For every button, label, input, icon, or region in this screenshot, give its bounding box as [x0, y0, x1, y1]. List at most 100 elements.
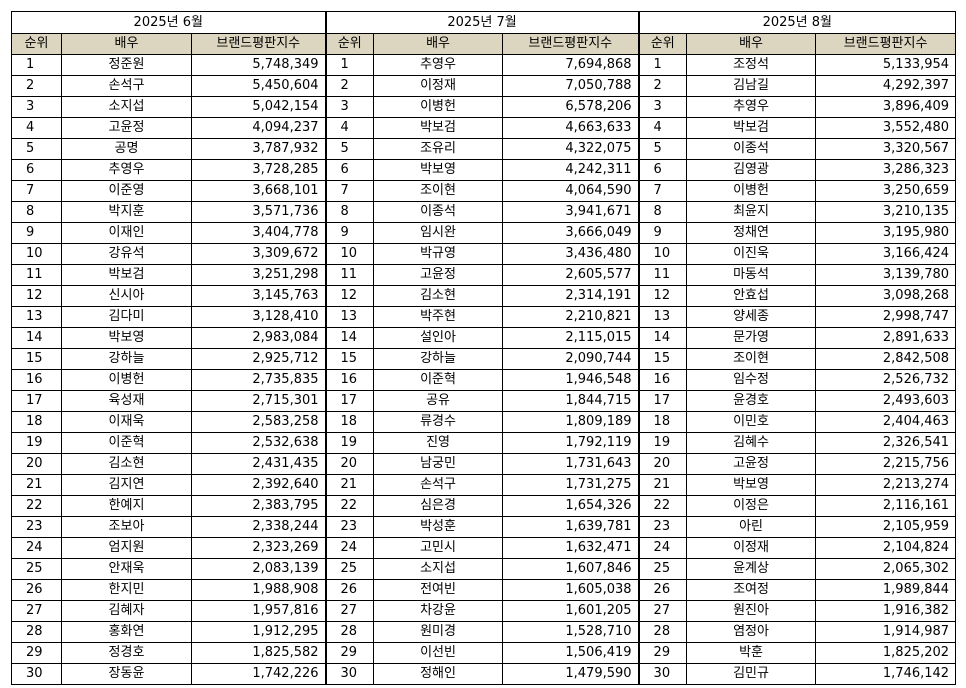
august-rank-cell: 30	[637, 663, 688, 685]
june-actor-cell: 이재욱	[61, 411, 192, 433]
june-rank-cell: 3	[11, 96, 62, 118]
july-rank-cell: 9	[324, 222, 375, 244]
june-actor-cell: 박보검	[61, 264, 192, 286]
july-rank-cell: 19	[324, 432, 375, 454]
july-index-cell: 2,090,744	[502, 348, 640, 370]
august-actor-cell: 이종석	[686, 138, 817, 160]
august-index-cell: 1,916,382	[815, 600, 957, 622]
august-actor-cell: 조여정	[686, 579, 817, 601]
table-row: 2 손석구 5,450,604 2 이정재 7,050,788 2 김남길 4,292,397	[11, 75, 957, 97]
june-rank-cell: 2	[11, 75, 62, 97]
july-index-cell: 1,528,710	[502, 621, 640, 643]
july-actor-cell: 원미경	[373, 621, 504, 643]
table-row: 5 공명 3,787,932 5 조유리 4,322,075 5 이종석 3,320,567	[11, 138, 957, 160]
table-row: 13 김다미 3,128,410 13 박주현 2,210,821 13 양세종 2,998,7…	[11, 306, 957, 328]
june-actor-cell: 한예지	[61, 495, 192, 517]
table-row: 22 한예지 2,383,795 22 심은경 1,654,326 22 이정은 2,116,1…	[11, 495, 957, 517]
july-rank-cell: 8	[324, 201, 375, 223]
june-rank-cell: 1	[11, 54, 62, 76]
table-row: 11 박보검 3,251,298 11 고윤정 2,605,577 11 마동석 3,139,7…	[11, 264, 957, 286]
june-rank-cell: 24	[11, 537, 62, 559]
july-actor-cell: 박보검	[373, 117, 504, 139]
june-index-cell: 2,338,244	[190, 516, 327, 538]
july-actor-cell: 이정재	[373, 75, 504, 97]
table-row: 29 정경호 1,825,582 29 이선빈 1,506,419 29 박훈 1,825,20…	[11, 642, 957, 664]
june-index-cell: 1,957,816	[190, 600, 327, 622]
july-index-cell: 1,844,715	[502, 390, 640, 412]
august-rank-cell: 7	[637, 180, 688, 202]
august-index-cell: 2,998,747	[815, 306, 957, 328]
august-actor-cell: 고윤정	[686, 453, 817, 475]
table-row: 25 안재욱 2,083,139 25 소지섭 1,607,846 25 윤계상 2,065,3…	[11, 558, 957, 580]
june-rank-cell: 12	[11, 285, 62, 307]
july-rank-cell: 18	[324, 411, 375, 433]
august-actor-cell: 염정아	[686, 621, 817, 643]
actor-header: 배우	[373, 33, 504, 55]
july-rank-cell: 23	[324, 516, 375, 538]
june-actor-cell: 이병헌	[61, 369, 192, 391]
june-rank-cell: 19	[11, 432, 62, 454]
august-actor-cell: 이진욱	[686, 243, 817, 265]
august-rank-cell: 25	[637, 558, 688, 580]
june-index-cell: 5,748,349	[190, 54, 327, 76]
june-actor-cell: 박보영	[61, 327, 192, 349]
june-actor-cell: 조보아	[61, 516, 192, 538]
july-index-cell: 1,809,189	[502, 411, 640, 433]
june-index-cell: 3,668,101	[190, 180, 327, 202]
june-index-cell: 2,532,638	[190, 432, 327, 454]
august-rank-cell: 23	[637, 516, 688, 538]
august-index-cell: 2,104,824	[815, 537, 957, 559]
july-index-cell: 1,479,590	[502, 663, 640, 685]
june-rank-cell: 11	[11, 264, 62, 286]
july-actor-cell: 조이현	[373, 180, 504, 202]
june-actor-cell: 엄지원	[61, 537, 192, 559]
august-index-cell: 3,166,424	[815, 243, 957, 265]
august-index-cell: 3,210,135	[815, 201, 957, 223]
august-actor-cell: 김남길	[686, 75, 817, 97]
june-index-cell: 2,083,139	[190, 558, 327, 580]
june-actor-cell: 이준영	[61, 180, 192, 202]
august-index-cell: 3,139,780	[815, 264, 957, 286]
table-row: 14 박보영 2,983,084 14 설인아 2,115,015 14 문가영 2,891,6…	[11, 327, 957, 349]
june-actor-cell: 김다미	[61, 306, 192, 328]
august-actor-cell: 이정은	[686, 495, 817, 517]
july-actor-cell: 이선빈	[373, 642, 504, 664]
june-index-cell: 1,825,582	[190, 642, 327, 664]
july-actor-cell: 박주현	[373, 306, 504, 328]
june-rank-cell: 8	[11, 201, 62, 223]
table-row: 27 김혜자 1,957,816 27 차강윤 1,601,205 27 원진아 1,916,3…	[11, 600, 957, 622]
august-actor-cell: 조이현	[686, 348, 817, 370]
august-actor-cell: 박훈	[686, 642, 817, 664]
june-actor-cell: 김소현	[61, 453, 192, 475]
july-rank-cell: 27	[324, 600, 375, 622]
july-actor-cell: 이준혁	[373, 369, 504, 391]
august-rank-cell: 1	[637, 54, 688, 76]
table-row: 24 엄지원 2,323,269 24 고민시 1,632,471 24 이정재 2,104,8…	[11, 537, 957, 559]
august-actor-cell: 이병헌	[686, 180, 817, 202]
june-index-cell: 2,983,084	[190, 327, 327, 349]
table-row: 20 김소현 2,431,435 20 남궁민 1,731,643 20 고윤정 2,215,7…	[11, 453, 957, 475]
july-index-cell: 7,050,788	[502, 75, 640, 97]
june-index-cell: 2,323,269	[190, 537, 327, 559]
july-actor-cell: 손석구	[373, 474, 504, 496]
august-rank-cell: 6	[637, 159, 688, 181]
july-actor-cell: 진영	[373, 432, 504, 454]
august-index-cell: 2,215,756	[815, 453, 957, 475]
june-actor-cell: 장동윤	[61, 663, 192, 685]
month-header-row: 2025년 6월 2025년 7월 2025년 8월	[10, 11, 957, 34]
table-row: 16 이병헌 2,735,835 16 이준혁 1,946,548 16 임수정 2,526,7…	[11, 369, 957, 391]
july-rank-cell: 7	[324, 180, 375, 202]
august-index-cell: 3,320,567	[815, 138, 957, 160]
july-rank-cell: 13	[324, 306, 375, 328]
august-actor-cell: 조정석	[686, 54, 817, 76]
june-rank-cell: 23	[11, 516, 62, 538]
august-rank-cell: 14	[637, 327, 688, 349]
table-row: 15 강하늘 2,925,712 15 강하늘 2,090,744 15 조이현 2,842,5…	[11, 348, 957, 370]
june-index-cell: 1,742,226	[190, 663, 327, 685]
august-index-cell: 1,914,987	[815, 621, 957, 643]
june-rank-cell: 25	[11, 558, 62, 580]
august-rank-cell: 3	[637, 96, 688, 118]
august-index-cell: 2,891,633	[815, 327, 957, 349]
june-actor-cell: 박지훈	[61, 201, 192, 223]
table-row: 9 이재인 3,404,778 9 임시완 3,666,049 9 정채연 3,195,980	[11, 222, 957, 244]
